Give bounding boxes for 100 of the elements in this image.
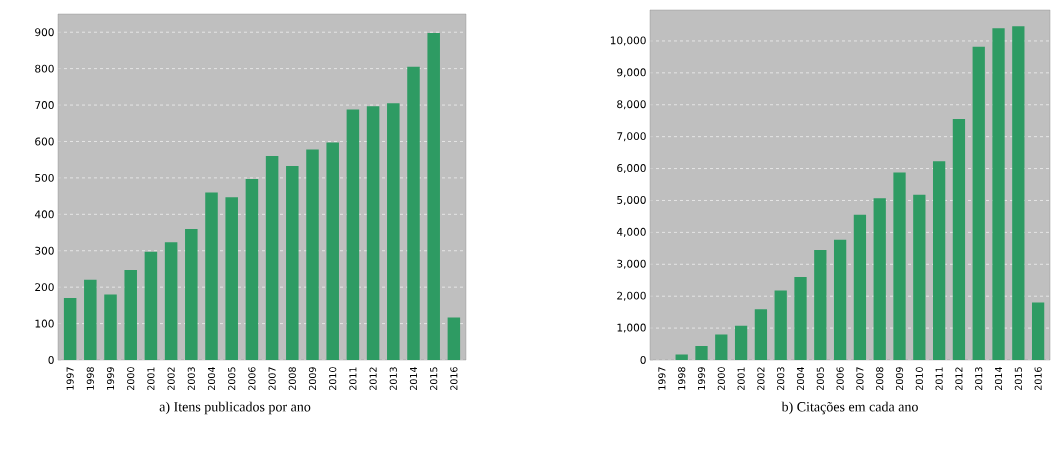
bar [1012, 26, 1025, 360]
y-tick-label: 500 [35, 173, 54, 182]
x-tick-label: 2016 [450, 367, 458, 391]
bar [366, 106, 380, 360]
x-tick-label: 2009 [895, 367, 904, 391]
x-tick-label: 2004 [796, 367, 805, 391]
bar [893, 172, 906, 360]
bar [245, 178, 259, 360]
x-tick-label: 2013 [975, 367, 983, 391]
y-tick-label: 800 [35, 64, 54, 73]
bar [774, 290, 787, 360]
y-tick-label: 7,000 [617, 132, 646, 142]
x-tick-label: 2005 [228, 367, 236, 391]
y-tick-label: 1,000 [617, 323, 646, 333]
x-tick-label: 2000 [717, 367, 725, 391]
bar [675, 354, 688, 360]
x-tick-label: 2005 [816, 367, 824, 391]
x-tick-label: 2009 [308, 367, 317, 391]
y-tick-label: 3,000 [617, 259, 646, 269]
x-tick-label: 2008 [876, 367, 884, 391]
bar [124, 270, 137, 360]
bar [932, 161, 946, 360]
x-tick-label: 1997 [66, 367, 74, 390]
x-tick-label: 2011 [349, 367, 357, 391]
y-tick-label: 400 [34, 210, 54, 219]
bar [715, 334, 728, 360]
y-tick-label: 8,000 [617, 100, 646, 110]
x-tick-label: 2002 [757, 367, 765, 391]
bar [754, 309, 768, 360]
bar [794, 277, 807, 360]
x-tick-label: 2015 [430, 367, 438, 391]
bar [185, 228, 198, 360]
x-tick-label: 2014 [409, 367, 418, 391]
x-tick-label: 2003 [187, 367, 195, 391]
text: a) Itens publicados por ano [159, 401, 311, 415]
x-tick-label: 2002 [167, 367, 175, 391]
text: b) Citações em cada ano [781, 401, 918, 415]
bar [225, 197, 238, 360]
bar [407, 66, 420, 360]
x-tick-label: 2004 [207, 367, 216, 391]
bar [952, 119, 966, 360]
y-tick-label: 4,000 [616, 227, 646, 237]
bar [306, 149, 319, 360]
bar [1032, 302, 1045, 360]
y-tick-label: 600 [35, 137, 54, 146]
y-tick-label: 0 [48, 356, 54, 364]
y-tick-label: 300 [35, 246, 54, 255]
x-tick-label: 1998 [86, 367, 94, 390]
y-tick-label: 10,000 [610, 36, 646, 46]
y-tick-label: 6,000 [617, 164, 646, 174]
x-tick-label: 1998 [678, 367, 686, 390]
x-tick-label: 2010 [915, 367, 923, 391]
bar [853, 214, 867, 360]
bar [326, 142, 339, 360]
bar [427, 32, 440, 360]
x-tick-label: 2012 [955, 367, 963, 391]
x-tick-label: 2007 [268, 367, 276, 391]
x-tick-label: 2013 [389, 367, 397, 391]
bar [992, 28, 1005, 360]
x-tick-label: 2012 [369, 367, 377, 391]
bar [814, 249, 827, 360]
x-tick-label: 2011 [935, 367, 943, 391]
y-tick-label: 0 [640, 356, 646, 364]
x-tick-label: 2001 [147, 367, 155, 391]
x-tick-label: 2003 [777, 367, 785, 391]
x-tick-label: 1999 [697, 367, 706, 390]
x-tick-label: 2006 [248, 367, 256, 391]
y-tick-label: 9,000 [617, 68, 646, 78]
bar [346, 109, 360, 360]
bar [873, 198, 886, 360]
x-tick-label: 1999 [106, 367, 115, 390]
x-tick-label: 1997 [658, 367, 666, 390]
x-tick-label: 2008 [288, 367, 296, 391]
bar [104, 294, 117, 360]
y-tick-label: 5,000 [617, 195, 646, 205]
x-tick-label: 2016 [1034, 367, 1042, 391]
bar [144, 251, 158, 360]
bar [286, 165, 299, 360]
x-tick-label: 2015 [1014, 367, 1022, 391]
bar [695, 345, 708, 360]
bar [63, 298, 77, 360]
y-tick-label: 2,000 [617, 291, 646, 301]
y-tick-label: 700 [35, 101, 54, 110]
bar [734, 325, 748, 360]
bar [205, 192, 218, 360]
x-tick-label: 2000 [127, 367, 135, 391]
bar [84, 279, 97, 360]
x-tick-label: 2014 [994, 367, 1003, 391]
bar [972, 46, 985, 360]
bar [447, 317, 461, 360]
x-tick-label: 2007 [856, 367, 864, 391]
y-tick-label: 900 [35, 28, 54, 37]
x-tick-label: 2010 [329, 367, 337, 391]
x-tick-label: 2001 [737, 367, 745, 391]
bar [265, 156, 279, 360]
y-tick-label: 200 [35, 283, 54, 292]
x-tick-label: 2006 [836, 367, 844, 391]
bar [164, 242, 178, 360]
bar [913, 194, 926, 360]
bar [387, 103, 400, 360]
